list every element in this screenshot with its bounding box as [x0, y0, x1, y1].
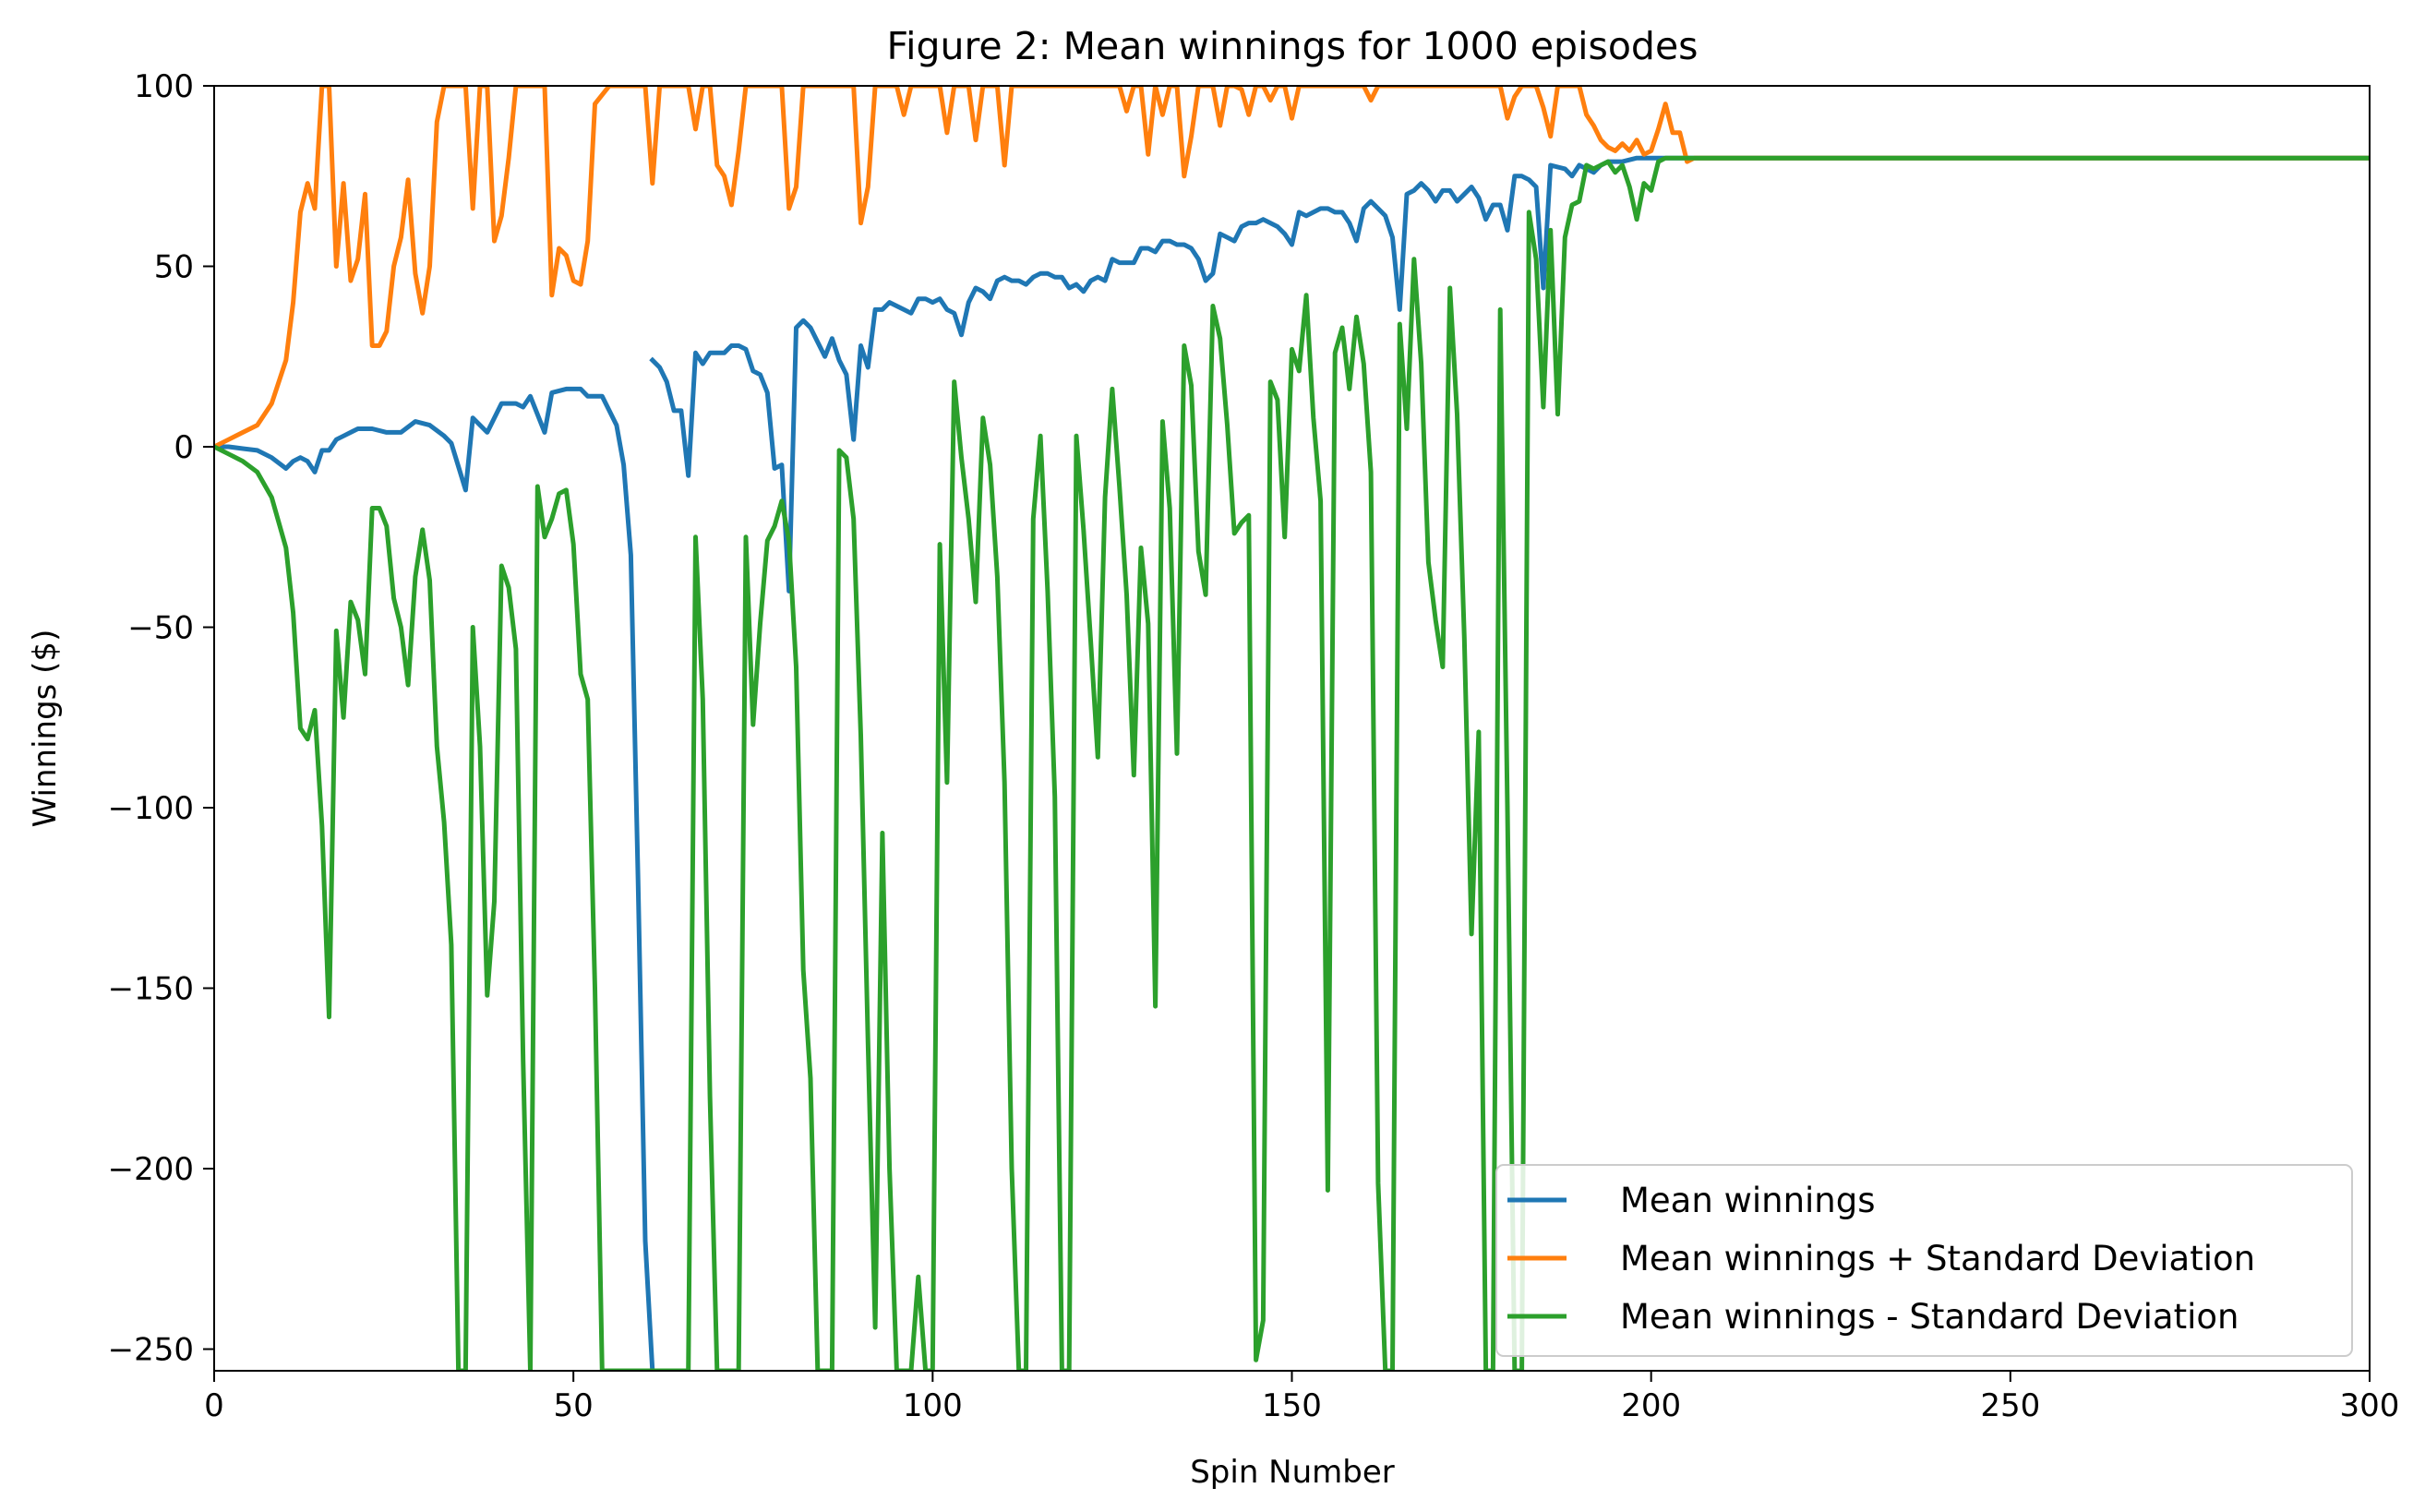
x-tick-label: 150 — [1262, 1387, 1322, 1424]
y-tick-label: 100 — [134, 68, 194, 105]
y-axis: 100 50 0 −50 −100 −150 −200 −250 — [108, 68, 214, 1369]
legend-label: Mean winnings — [1620, 1181, 1876, 1220]
x-tick-label: 300 — [2340, 1387, 2400, 1424]
y-tick-label: −150 — [108, 971, 194, 1008]
series-line-3 — [214, 155, 2370, 1371]
x-axis: 0 50 100 150 200 250 300 — [204, 1371, 2399, 1424]
series-lines — [214, 86, 2370, 1371]
x-tick-label: 0 — [204, 1387, 224, 1424]
x-tick-label: 200 — [1621, 1387, 1681, 1424]
x-axis-label: Spin Number — [1190, 1454, 1395, 1491]
y-tick-label: −50 — [127, 610, 194, 647]
legend-label: Mean winnings - Standard Deviation — [1620, 1297, 2239, 1337]
y-tick-label: 50 — [154, 249, 194, 286]
y-tick-label: −250 — [108, 1332, 194, 1369]
x-tick-label: 100 — [903, 1387, 963, 1424]
legend: Mean winnings Mean winnings + Standard De… — [1495, 1164, 2353, 1357]
legend-label: Mean winnings + Standard Deviation — [1620, 1239, 2255, 1278]
chart-title: Figure 2: Mean winnings for 1000 episode… — [886, 24, 1698, 68]
y-tick-label: −100 — [108, 790, 194, 827]
y-axis-label: Winnings ($) — [27, 630, 64, 828]
x-tick-label: 50 — [554, 1387, 594, 1424]
y-tick-label: −200 — [108, 1151, 194, 1188]
legend-box — [1495, 1164, 2353, 1357]
y-tick-label: 0 — [174, 429, 194, 466]
x-tick-label: 250 — [1980, 1387, 2040, 1424]
series-line-0 — [214, 386, 655, 1371]
series-line-2 — [214, 86, 2370, 450]
series-line-1 — [649, 155, 2370, 594]
